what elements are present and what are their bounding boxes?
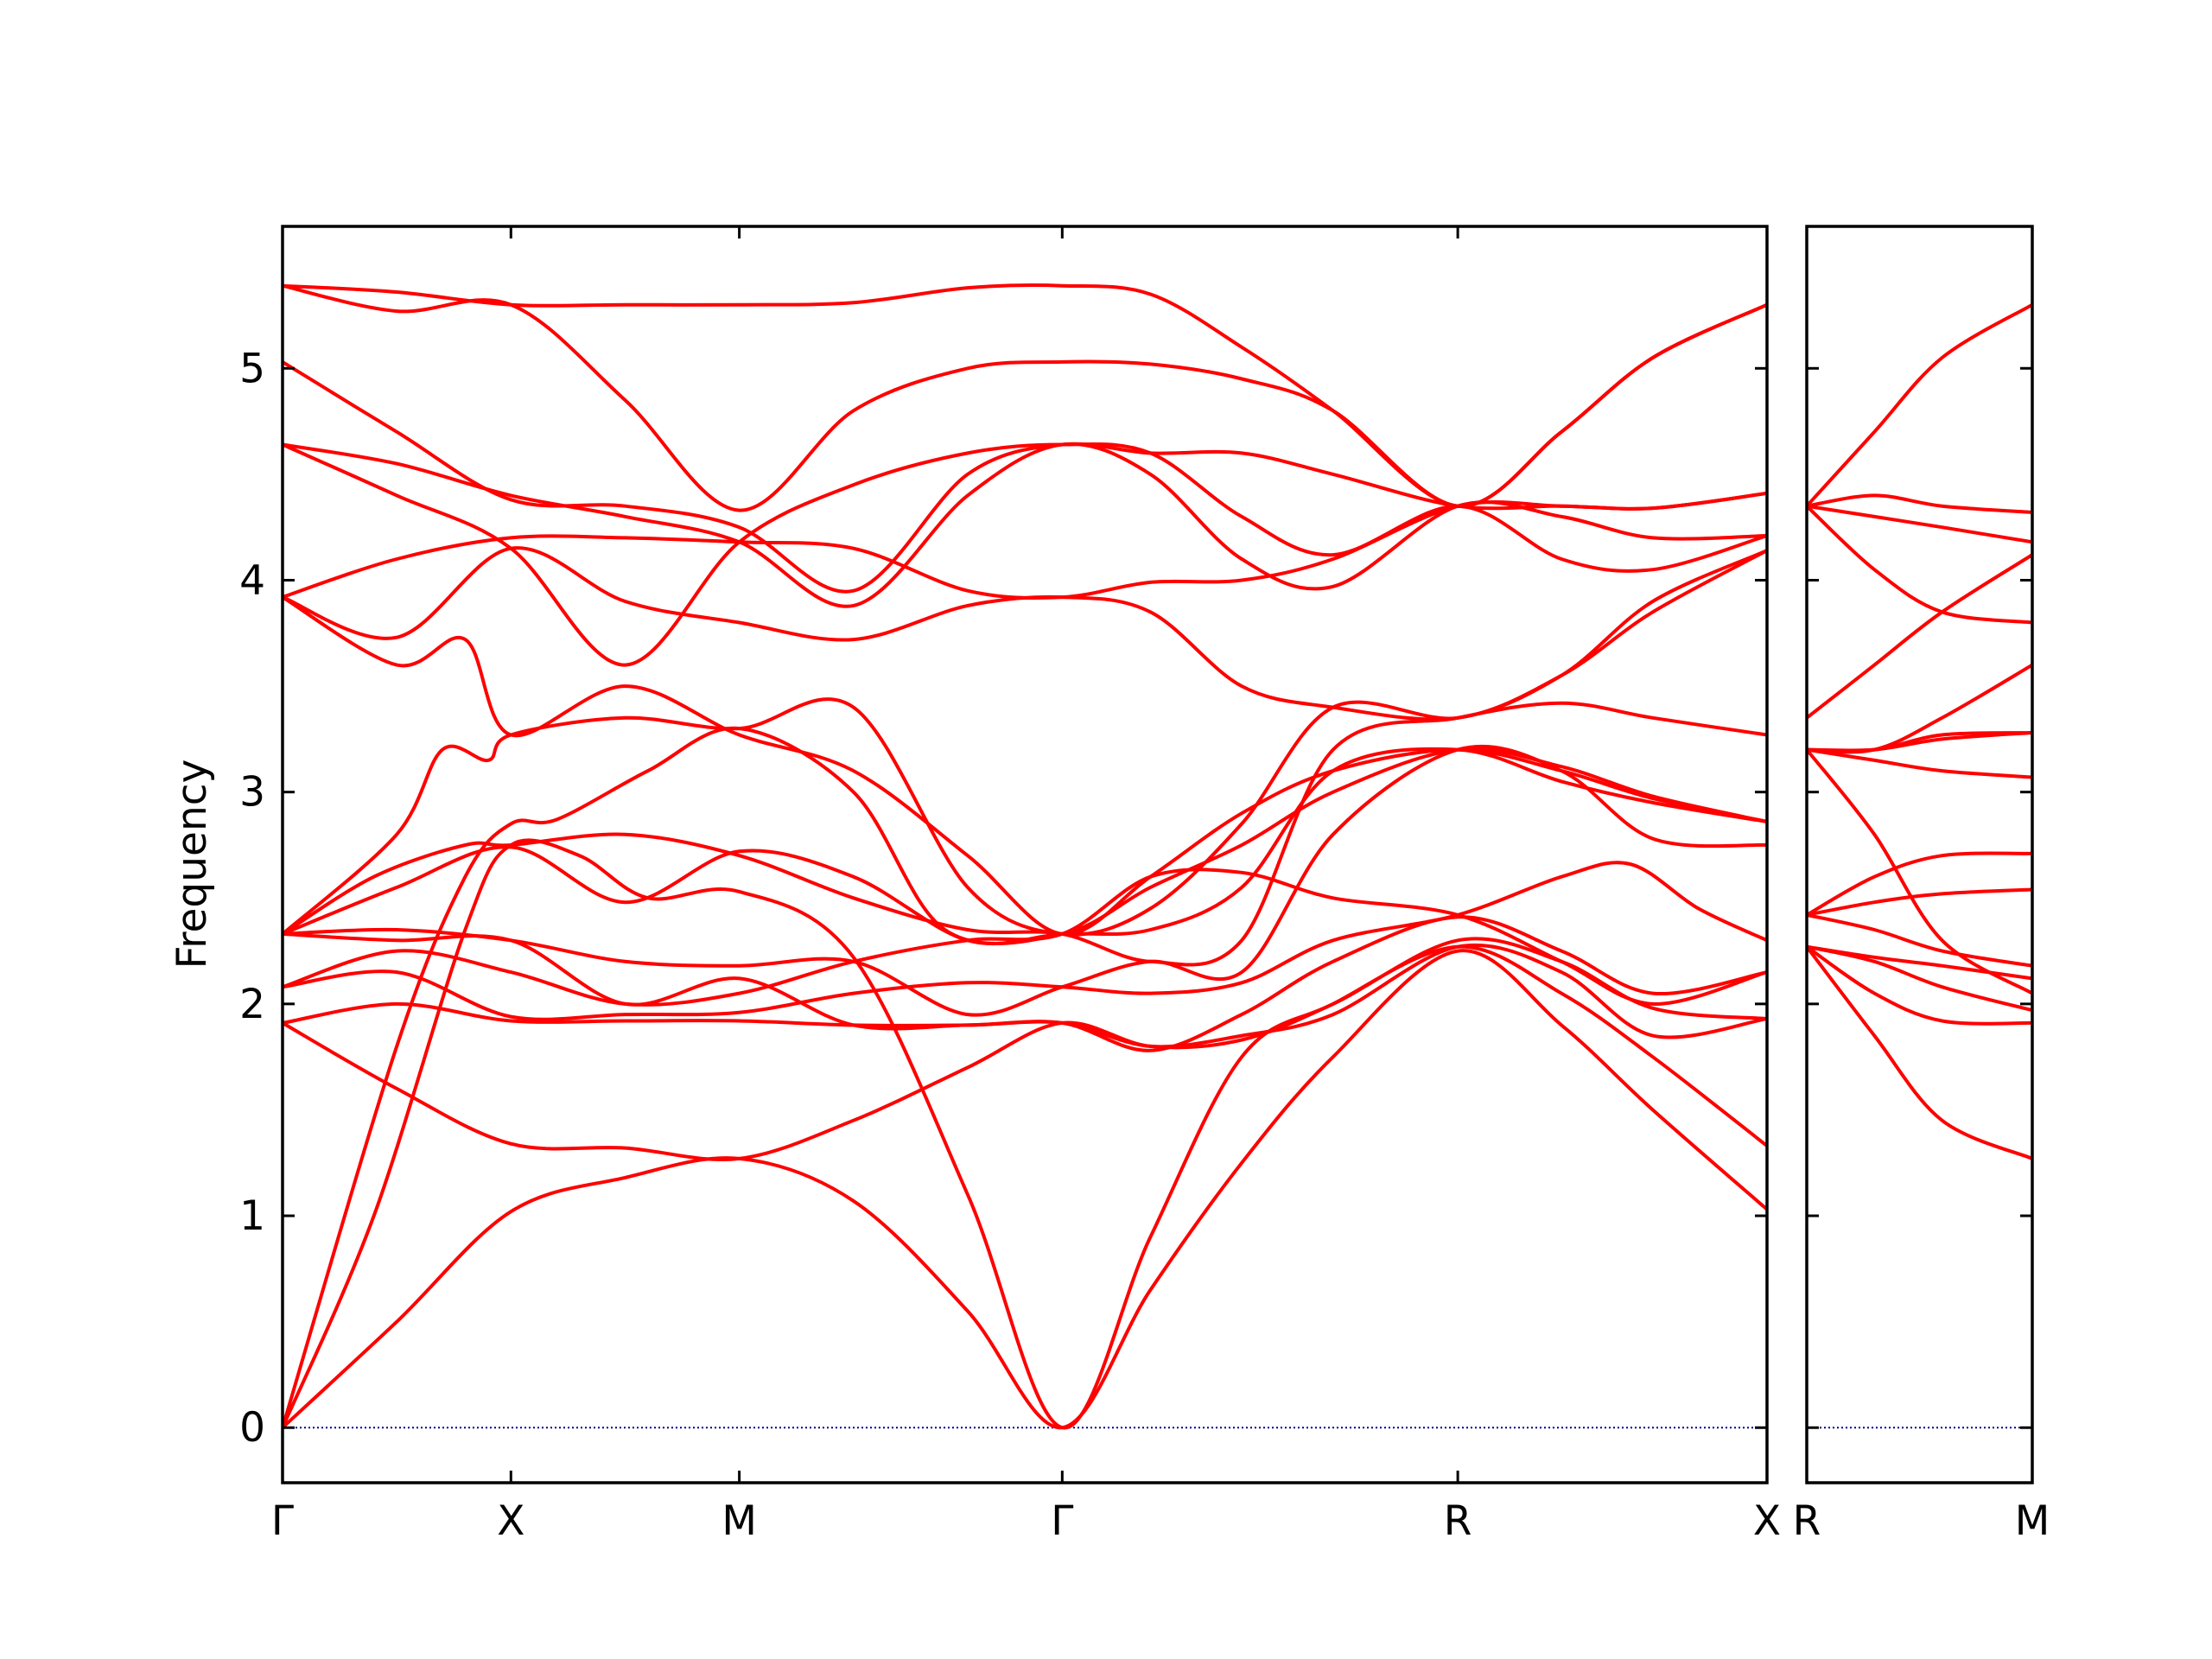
band-line-3 (283, 726, 1767, 1430)
main-panel: Γ X M Γ R X 0 1 2 3 4 5 (239, 225, 1781, 1545)
y-tick-label: 3 (239, 769, 265, 817)
x-tick-label: X (1753, 1497, 1781, 1545)
y-tick-label: 0 (239, 1404, 265, 1452)
band-line-2 (1807, 493, 2032, 514)
bands-secondary (1807, 302, 2032, 1160)
x-tick-label: X (497, 1497, 524, 1545)
plot-frame (281, 225, 1769, 1484)
y-tick-label: 1 (239, 1192, 265, 1240)
band-line-18 (283, 359, 1767, 594)
y-tick-label: 5 (239, 345, 265, 392)
band-line-8 (1807, 731, 2032, 753)
band-line-6 (283, 861, 1767, 1021)
band-line-13 (283, 595, 1767, 936)
band-line-8 (283, 931, 1767, 1049)
band-line-15 (283, 546, 1767, 721)
x-tick-label: M (721, 1497, 757, 1545)
band-line-16 (1807, 944, 2032, 1026)
y-tick-label: 4 (239, 556, 265, 604)
band-line-16 (283, 442, 1767, 667)
bands-main (283, 283, 1767, 1430)
band-line-5 (1807, 553, 2032, 720)
band-line-20 (283, 283, 1767, 508)
band-line-15 (1807, 944, 2032, 1013)
x-tick-label: R (1444, 1497, 1472, 1545)
band-line-19 (283, 283, 1767, 512)
band-line-3 (1807, 504, 2032, 544)
x-tick-label: M (2015, 1497, 2050, 1545)
band-line-14 (1807, 944, 2032, 981)
band-line-9 (283, 744, 1767, 1017)
x-tick-label: Γ (271, 1497, 294, 1545)
band-line-9 (1807, 747, 2032, 779)
band-line-4 (1807, 504, 2032, 625)
band-line-1 (1807, 302, 2032, 508)
band-line-10 (1807, 747, 2032, 995)
band-line-12 (1807, 887, 2032, 917)
y-axis-label: Frequency (168, 760, 216, 969)
plot-frame (1805, 225, 2034, 1484)
band-line-12 (283, 549, 1767, 937)
band-line-4 (283, 937, 1767, 1162)
band-line-11 (1807, 851, 2032, 917)
y-tick-label: 2 (239, 981, 265, 1028)
x-tick-label: R (1793, 1497, 1821, 1545)
x-tick-label: Γ (1051, 1497, 1073, 1545)
band-line-17 (283, 442, 1767, 608)
band-line-17 (1807, 944, 2032, 1160)
band-line-13 (1807, 912, 2032, 968)
